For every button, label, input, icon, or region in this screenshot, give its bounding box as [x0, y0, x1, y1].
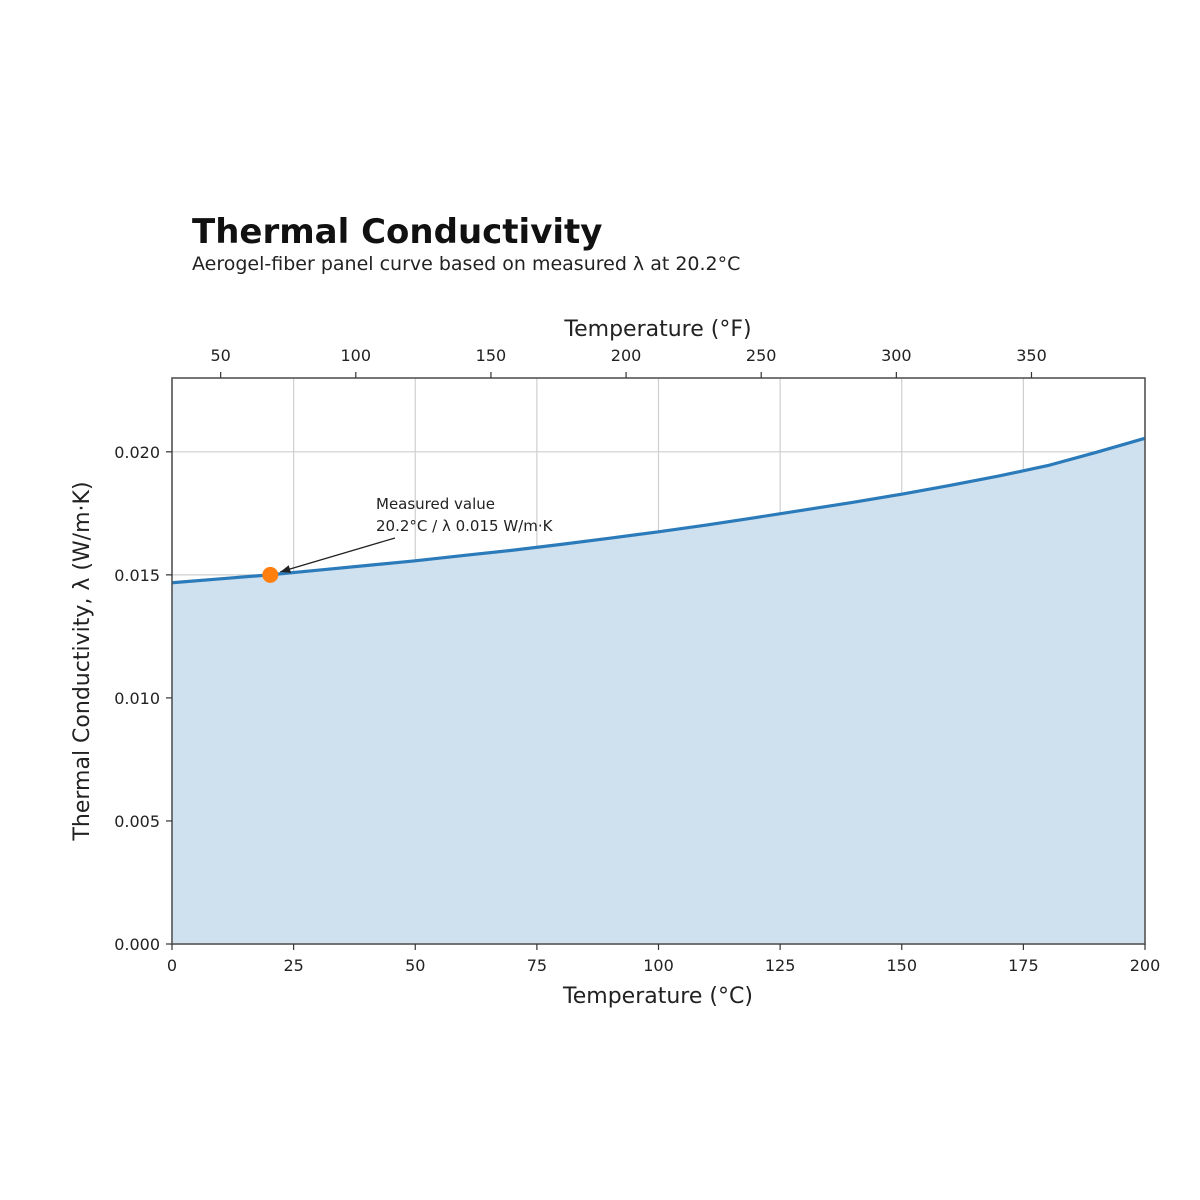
top-tick-label: 350: [1016, 346, 1047, 365]
top-tick-label: 250: [746, 346, 777, 365]
top-tick-label: 200: [611, 346, 642, 365]
y-axis-ticks: 0.000 0.005 0.010 0.015 0.020: [114, 443, 172, 954]
top-tick-label: 150: [476, 346, 507, 365]
top-axis-ticks: 50 100 150 200 250 300 350: [210, 346, 1047, 378]
plot-area: 0 25 50 75 100 125 150 175 200 0.0000.0050.0100.…: [114, 346, 1160, 975]
top-tick-label: 100: [341, 346, 372, 365]
top-axis-label: Temperature (°F): [563, 317, 751, 342]
y-axis-label: Thermal Conductivity, λ (W/m·K): [70, 481, 95, 841]
area-fill: [172, 438, 1145, 944]
y-tick-label: 0.000: [114, 935, 160, 954]
annotation-arrowhead: [280, 565, 291, 573]
x-axis-label: Temperature (°C): [562, 984, 753, 1009]
y-tick-label: 0.015: [114, 566, 160, 585]
series-line: [171, 436, 1146, 585]
x-tick-label: 125: [765, 956, 796, 975]
top-tick-label: 300: [881, 346, 912, 365]
chart-subtitle: Aerogel-fiber panel curve based on measu…: [192, 253, 740, 275]
x-tick-label: 175: [1008, 956, 1039, 975]
chart-title: Thermal Conductivity: [192, 212, 602, 252]
x-tick-label: 25: [283, 956, 303, 975]
annotation-line-1: Measured value: [376, 495, 495, 513]
measured-point-marker: [262, 566, 279, 583]
x-tick-label: 200: [1130, 956, 1161, 975]
annotation-line-2: 20.2°C / λ 0.015 W/m·K: [376, 517, 554, 535]
x-tick-label: 50: [405, 956, 425, 975]
annotation-arrow: [280, 537, 396, 573]
x-axis-ticks: 0 25 50 75 100 125 150 175 200: [167, 944, 1160, 975]
x-tick-label: 100: [643, 956, 674, 975]
top-tick-label: 50: [210, 346, 230, 365]
y-tick-label: 0.010: [114, 689, 160, 708]
x-tick-label: 150: [886, 956, 917, 975]
x-tick-label: 0: [167, 956, 177, 975]
y-tick-label: 0.005: [114, 812, 160, 831]
x-tick-label: 75: [527, 956, 547, 975]
y-tick-label: 0.020: [114, 443, 160, 462]
